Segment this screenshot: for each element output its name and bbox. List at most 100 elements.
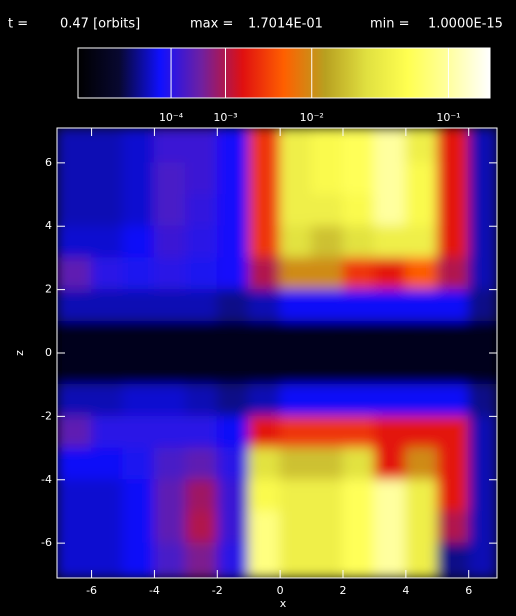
cell [91,510,124,544]
cell [279,320,313,354]
cell [468,479,497,512]
cell [342,162,375,196]
cell [185,510,218,544]
cell [311,162,344,196]
cell [468,384,497,417]
cell [122,352,155,386]
cell [248,384,281,417]
min-label: min = [370,17,410,32]
cell [122,479,155,512]
cell [248,194,281,227]
cell [153,289,187,322]
cell [153,194,187,227]
cell [91,289,124,322]
cell [185,289,218,322]
min-value: 1.0000E-15 [428,17,503,32]
cell [436,542,470,578]
cell [436,225,470,259]
cell [153,510,187,544]
cell [405,225,438,259]
cell [248,352,281,386]
cell [436,415,470,449]
cell [185,447,218,481]
cell [153,415,187,449]
cell [405,542,438,578]
cell [248,415,281,449]
cell [153,257,187,291]
cell [342,194,375,227]
cell [122,128,155,164]
cell [185,257,218,291]
cell [468,128,497,164]
cell [373,447,407,481]
cell [405,415,438,449]
cell [91,128,124,164]
cell [216,128,250,164]
cell [373,479,407,512]
cell [468,320,497,354]
cell [57,352,93,386]
cell [311,542,344,578]
cell [468,194,497,227]
cell [373,510,407,544]
cell [122,542,155,578]
cell [216,542,250,578]
cell [373,415,407,449]
cell [153,542,187,578]
cell [311,384,344,417]
cell [122,257,155,291]
cell [153,479,187,512]
cell [185,384,218,417]
cell [373,542,407,578]
cell [279,510,313,544]
cell [279,128,313,164]
x-tick-label: 0 [277,584,284,597]
cell [468,352,497,386]
cell [468,542,497,578]
cell [122,289,155,322]
cell [216,510,250,544]
cell [468,415,497,449]
cell [91,225,124,259]
cell [248,289,281,322]
cell [185,128,218,164]
time-label: t = [8,17,28,32]
cell [122,225,155,259]
cell [122,447,155,481]
y-tick-label: -6 [41,536,52,549]
cell [373,128,407,164]
cell [373,384,407,417]
cell [91,320,124,354]
cell [248,320,281,354]
cell [436,128,470,164]
cell [248,510,281,544]
cell [342,510,375,544]
cell [311,320,344,354]
cell [57,289,93,322]
cell [279,257,313,291]
y-tick-label: 0 [45,346,52,359]
cell [185,225,218,259]
cell [91,415,124,449]
cell [122,384,155,417]
cell [279,415,313,449]
x-tick-label: 4 [402,584,409,597]
time-value: 0.47 [orbits] [60,17,140,32]
cell [405,447,438,481]
x-tick-label: -6 [86,584,97,597]
cell [373,162,407,196]
cell [185,162,218,196]
cell [57,320,93,354]
colorbar-tick-label: 10⁻² [300,111,324,124]
cell [468,289,497,322]
cell [342,542,375,578]
cell [57,510,93,544]
cell [216,415,250,449]
max-label: max = [190,17,233,32]
cell [216,162,250,196]
cell [216,479,250,512]
cell [311,225,344,259]
cell [342,447,375,481]
cell [91,162,124,196]
cell [436,289,470,322]
